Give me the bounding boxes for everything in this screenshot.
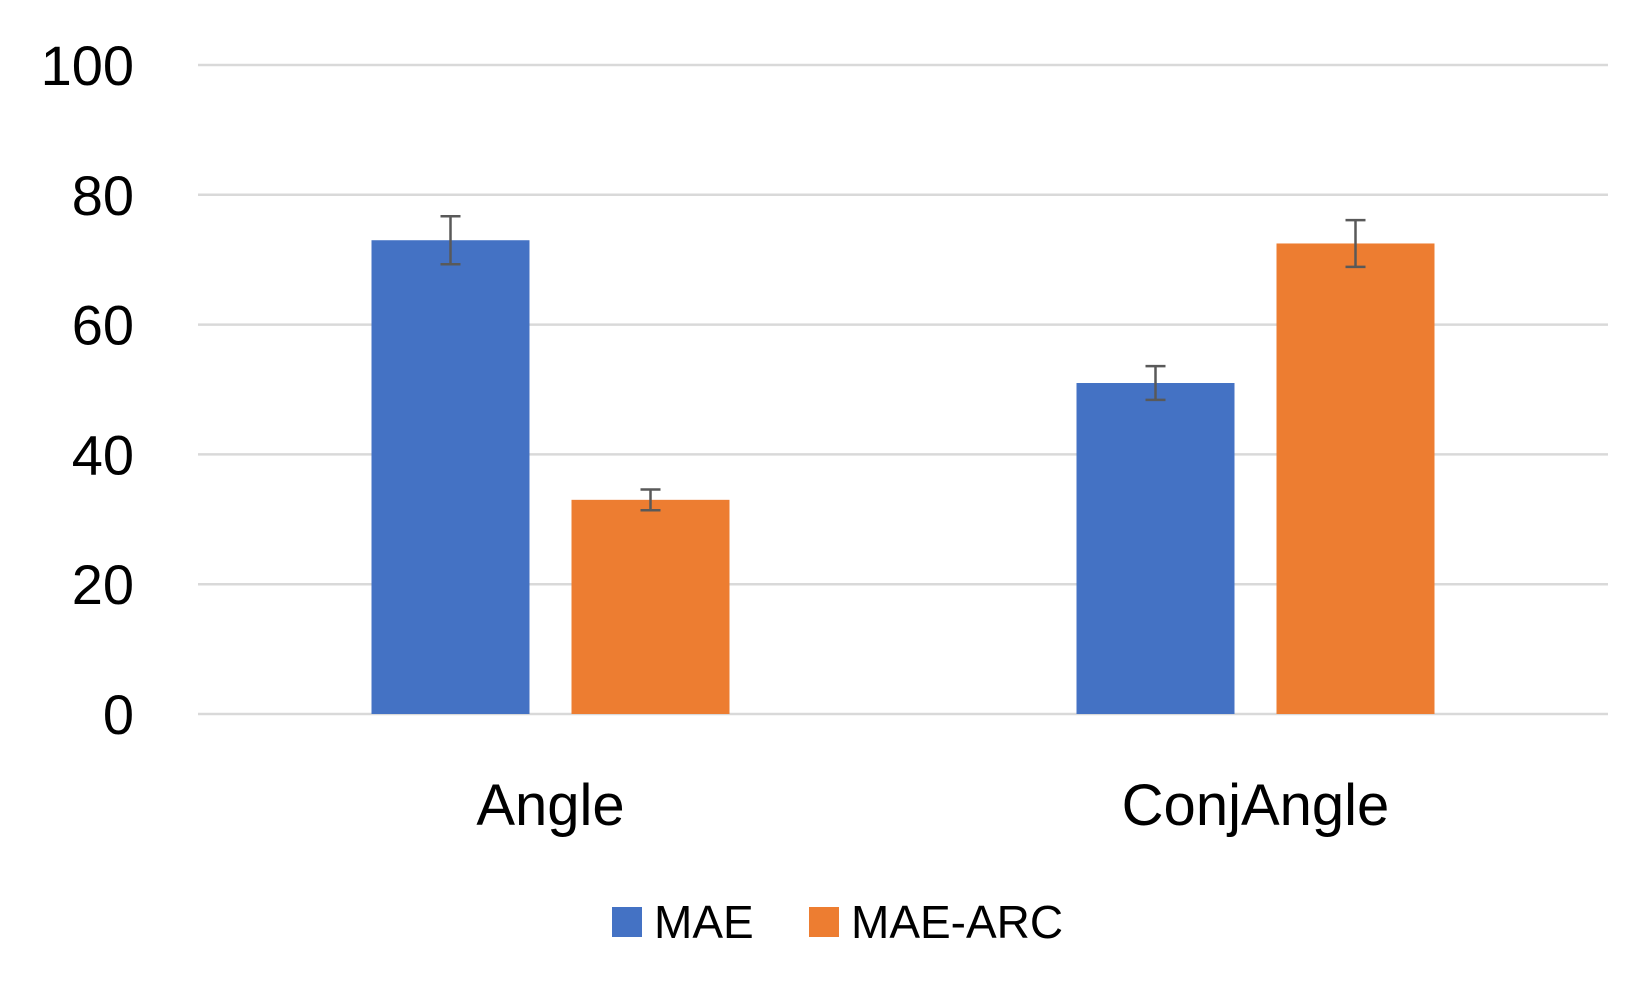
legend-swatch <box>612 907 642 937</box>
bars <box>371 240 1435 715</box>
bar-mae-arc-conjangle <box>1276 243 1435 714</box>
legend: MAE MAE-ARC <box>612 896 1063 948</box>
error-bar-mae-arc-conjangle <box>1345 218 1366 269</box>
legend-label: MAE-ARC <box>851 896 1063 948</box>
bar-mae-angle <box>371 240 530 715</box>
x-axis-category-labels: Angle ConjAngle <box>476 773 1389 838</box>
y-tick-label: 80 <box>72 164 134 227</box>
y-tick-label: 20 <box>72 553 134 616</box>
legend-label: MAE <box>654 896 754 948</box>
y-tick-label: 0 <box>103 683 134 746</box>
error-bar-mae-angle <box>440 214 461 266</box>
y-axis-tick-labels: 0 20 40 60 80 100 <box>41 34 134 746</box>
bar-mae-arc-angle <box>571 499 730 714</box>
legend-item-mae: MAE <box>612 896 754 948</box>
legend-swatch <box>809 907 839 937</box>
y-tick-label: 40 <box>72 423 134 486</box>
y-tick-label: 60 <box>72 294 134 357</box>
category-label: Angle <box>476 773 624 838</box>
error-bar-mae-conjangle <box>1145 364 1166 402</box>
y-tick-label: 100 <box>41 34 134 97</box>
error-bars <box>440 214 1366 512</box>
bar-mae-conjangle <box>1076 383 1235 714</box>
legend-item-mae-arc: MAE-ARC <box>809 896 1063 948</box>
error-bar-mae-arc-angle <box>640 488 661 512</box>
category-label: ConjAngle <box>1122 773 1390 838</box>
